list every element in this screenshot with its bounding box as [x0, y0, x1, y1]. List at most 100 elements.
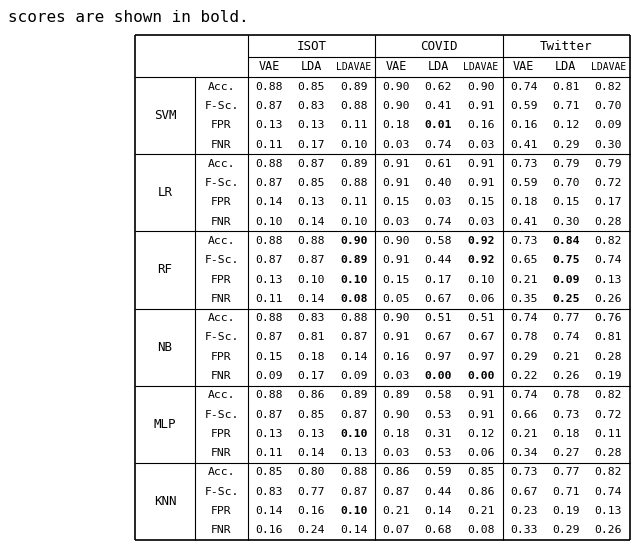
- Text: 0.28: 0.28: [595, 448, 622, 458]
- Text: 0.91: 0.91: [383, 255, 410, 265]
- Text: 0.29: 0.29: [552, 525, 579, 535]
- Text: 0.81: 0.81: [552, 81, 579, 92]
- Text: 0.17: 0.17: [297, 371, 324, 381]
- Text: 0.14: 0.14: [297, 217, 324, 227]
- Text: 0.26: 0.26: [595, 525, 622, 535]
- Text: 0.90: 0.90: [383, 101, 410, 111]
- Text: Acc.: Acc.: [208, 313, 236, 323]
- Text: 0.10: 0.10: [340, 506, 367, 516]
- Text: F-Sc.: F-Sc.: [204, 101, 239, 111]
- Text: MLP: MLP: [154, 418, 176, 431]
- Text: 0.18: 0.18: [383, 120, 410, 130]
- Text: 0.03: 0.03: [383, 140, 410, 150]
- Text: 0.11: 0.11: [340, 197, 367, 207]
- Text: 0.85: 0.85: [255, 468, 283, 477]
- Text: 0.77: 0.77: [552, 468, 579, 477]
- Text: 0.85: 0.85: [297, 410, 324, 420]
- Text: 0.87: 0.87: [340, 332, 367, 343]
- Text: 0.91: 0.91: [383, 332, 410, 343]
- Text: 0.74: 0.74: [424, 140, 452, 150]
- Text: F-Sc.: F-Sc.: [204, 255, 239, 265]
- Text: 0.24: 0.24: [297, 525, 324, 535]
- Text: LDA: LDA: [555, 60, 577, 74]
- Text: FPR: FPR: [211, 506, 232, 516]
- Text: 0.13: 0.13: [595, 274, 622, 284]
- Text: 0.03: 0.03: [467, 140, 495, 150]
- Text: 0.16: 0.16: [510, 120, 538, 130]
- Text: 0.87: 0.87: [255, 101, 283, 111]
- Text: 0.06: 0.06: [467, 448, 495, 458]
- Text: 0.13: 0.13: [255, 429, 283, 439]
- Text: 0.71: 0.71: [552, 487, 579, 497]
- Text: 0.61: 0.61: [424, 159, 452, 169]
- Text: 0.91: 0.91: [383, 178, 410, 188]
- Text: F-Sc.: F-Sc.: [204, 332, 239, 343]
- Text: 0.89: 0.89: [340, 81, 367, 92]
- Text: 0.80: 0.80: [297, 468, 324, 477]
- Text: 0.76: 0.76: [595, 313, 622, 323]
- Text: 0.09: 0.09: [255, 371, 283, 381]
- Text: scores are shown in bold.: scores are shown in bold.: [8, 10, 248, 25]
- Text: 0.21: 0.21: [383, 506, 410, 516]
- Text: 0.14: 0.14: [340, 352, 367, 362]
- Text: FPR: FPR: [211, 197, 232, 207]
- Text: 0.23: 0.23: [510, 506, 538, 516]
- Text: 0.53: 0.53: [424, 410, 452, 420]
- Text: Acc.: Acc.: [208, 390, 236, 400]
- Text: 0.77: 0.77: [552, 313, 579, 323]
- Text: 0.16: 0.16: [297, 506, 324, 516]
- Text: 0.53: 0.53: [424, 448, 452, 458]
- Text: 0.17: 0.17: [595, 197, 622, 207]
- Text: 0.78: 0.78: [552, 390, 579, 400]
- Text: 0.91: 0.91: [467, 390, 495, 400]
- Text: 0.17: 0.17: [297, 140, 324, 150]
- Text: 0.86: 0.86: [467, 487, 495, 497]
- Text: 0.74: 0.74: [510, 390, 538, 400]
- Text: 0.08: 0.08: [340, 294, 367, 304]
- Text: 0.74: 0.74: [510, 81, 538, 92]
- Text: 0.73: 0.73: [552, 410, 579, 420]
- Text: 0.88: 0.88: [255, 81, 283, 92]
- Text: 0.83: 0.83: [255, 487, 283, 497]
- Text: 0.03: 0.03: [383, 217, 410, 227]
- Text: 0.70: 0.70: [552, 178, 579, 188]
- Text: 0.79: 0.79: [552, 159, 579, 169]
- Text: KNN: KNN: [154, 495, 176, 508]
- Text: 0.72: 0.72: [595, 178, 622, 188]
- Text: LDA: LDA: [428, 60, 449, 74]
- Text: 0.11: 0.11: [255, 448, 283, 458]
- Text: 0.87: 0.87: [255, 178, 283, 188]
- Text: F-Sc.: F-Sc.: [204, 410, 239, 420]
- Text: 0.29: 0.29: [510, 352, 538, 362]
- Text: 0.73: 0.73: [510, 236, 538, 246]
- Text: 0.41: 0.41: [424, 101, 452, 111]
- Text: 0.83: 0.83: [297, 101, 324, 111]
- Text: 0.90: 0.90: [383, 313, 410, 323]
- Text: 0.31: 0.31: [424, 429, 452, 439]
- Text: 0.74: 0.74: [552, 332, 579, 343]
- Text: 0.73: 0.73: [510, 159, 538, 169]
- Text: 0.87: 0.87: [255, 332, 283, 343]
- Text: 0.41: 0.41: [510, 140, 538, 150]
- Text: VAE: VAE: [513, 60, 534, 74]
- Text: 0.06: 0.06: [467, 294, 495, 304]
- Text: 0.71: 0.71: [552, 101, 579, 111]
- Text: 0.15: 0.15: [255, 352, 283, 362]
- Text: Acc.: Acc.: [208, 81, 236, 92]
- Text: 0.87: 0.87: [383, 487, 410, 497]
- Text: 0.79: 0.79: [595, 159, 622, 169]
- Text: 0.87: 0.87: [340, 410, 367, 420]
- Text: 0.74: 0.74: [595, 255, 622, 265]
- Text: 0.85: 0.85: [297, 81, 324, 92]
- Text: 0.09: 0.09: [340, 371, 367, 381]
- Text: 0.11: 0.11: [340, 120, 367, 130]
- Text: VAE: VAE: [259, 60, 280, 74]
- Text: 0.21: 0.21: [552, 352, 579, 362]
- Text: 0.74: 0.74: [510, 313, 538, 323]
- Text: Acc.: Acc.: [208, 159, 236, 169]
- Text: FNR: FNR: [211, 371, 232, 381]
- Text: 0.44: 0.44: [424, 255, 452, 265]
- Text: 0.18: 0.18: [383, 429, 410, 439]
- Text: 0.58: 0.58: [424, 390, 452, 400]
- Text: 0.87: 0.87: [297, 255, 324, 265]
